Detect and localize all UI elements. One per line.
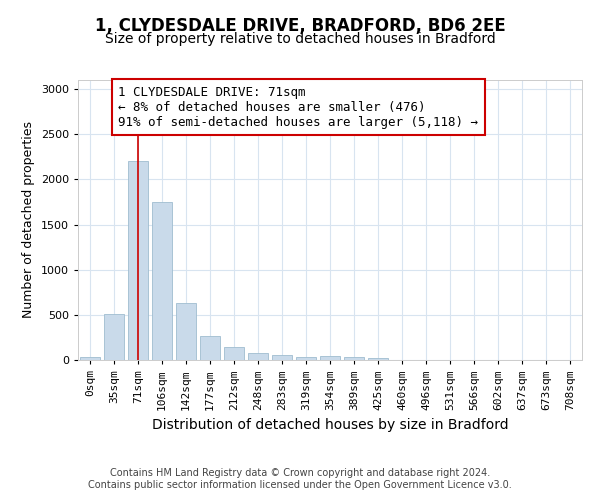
Bar [80,358,100,360]
Bar [200,336,220,360]
Bar [152,202,172,360]
X-axis label: Distribution of detached houses by size in Bradford: Distribution of detached houses by size … [152,418,508,432]
Bar [224,348,244,360]
Bar [128,162,148,360]
Bar [104,314,124,360]
Text: Contains HM Land Registry data © Crown copyright and database right 2024.
Contai: Contains HM Land Registry data © Crown c… [88,468,512,490]
Text: 1 CLYDESDALE DRIVE: 71sqm
← 8% of detached houses are smaller (476)
91% of semi-: 1 CLYDESDALE DRIVE: 71sqm ← 8% of detach… [118,86,478,128]
Text: Size of property relative to detached houses in Bradford: Size of property relative to detached ho… [104,32,496,46]
Bar [176,303,196,360]
Bar [344,358,364,360]
Bar [272,356,292,360]
Bar [320,356,340,360]
Bar [248,353,268,360]
Y-axis label: Number of detached properties: Number of detached properties [22,122,35,318]
Text: 1, CLYDESDALE DRIVE, BRADFORD, BD6 2EE: 1, CLYDESDALE DRIVE, BRADFORD, BD6 2EE [95,18,505,36]
Bar [368,358,388,360]
Bar [296,357,316,360]
